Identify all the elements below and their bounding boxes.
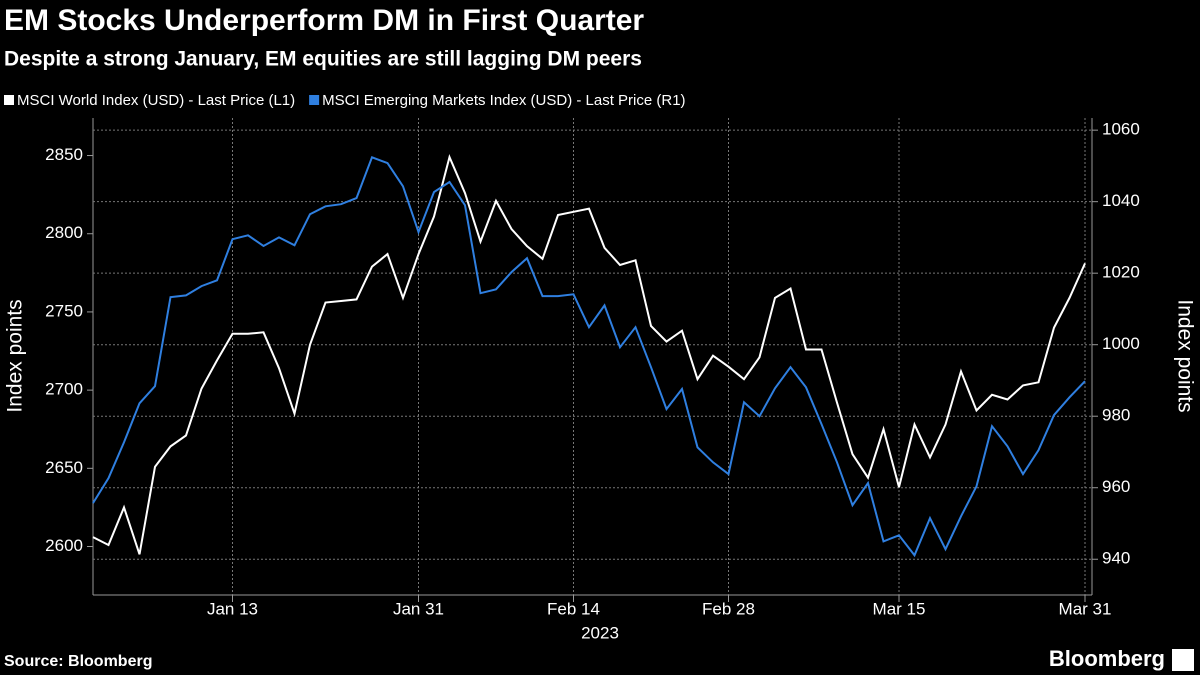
y2-tick-label: 980 (1102, 406, 1130, 425)
y2-tick-label: 1060 (1102, 120, 1140, 139)
y2-tick-label: 1040 (1102, 191, 1140, 210)
y-tick-label: 2600 (45, 536, 83, 555)
legend-label: MSCI World Index (USD) - Last Price (L1) (17, 92, 295, 109)
y-tick-label: 2850 (45, 145, 83, 164)
y-tick-label: 2650 (45, 458, 83, 477)
x-tick-label: Feb 14 (547, 599, 600, 618)
y2-tick-label: 960 (1102, 477, 1130, 496)
y2-tick-label: 1020 (1102, 263, 1140, 282)
source: Source: Bloomberg (4, 653, 152, 670)
y-tick-label: 2700 (45, 380, 83, 399)
brand-icon (1172, 649, 1194, 671)
x-axis-label: 2023 (581, 623, 619, 642)
legend-swatch (4, 95, 14, 105)
y2-axis-label: Index points (1173, 299, 1196, 412)
legend-label: MSCI Emerging Markets Index (USD) - Last… (322, 92, 685, 109)
series-line (92, 154, 1086, 555)
legend-swatch (309, 95, 320, 105)
y-tick-label: 2750 (45, 301, 83, 320)
chart-subtitle: Despite a strong January, EM equities ar… (4, 48, 642, 71)
y-axis-label: Index points (4, 299, 27, 412)
x-tick-label: Jan 13 (207, 599, 258, 618)
x-tick-label: Mar 31 (1059, 599, 1112, 618)
y-tick-label: 2800 (45, 223, 83, 242)
x-tick-label: Jan 31 (393, 599, 444, 618)
x-tick-label: Feb 28 (702, 599, 755, 618)
brand: Bloomberg (1049, 646, 1165, 671)
x-tick-label: Mar 15 (873, 599, 926, 618)
y2-tick-label: 940 (1102, 549, 1130, 568)
series-line (92, 156, 1086, 558)
chart-title: EM Stocks Underperform DM in First Quart… (4, 4, 644, 37)
y2-tick-label: 1000 (1102, 334, 1140, 353)
